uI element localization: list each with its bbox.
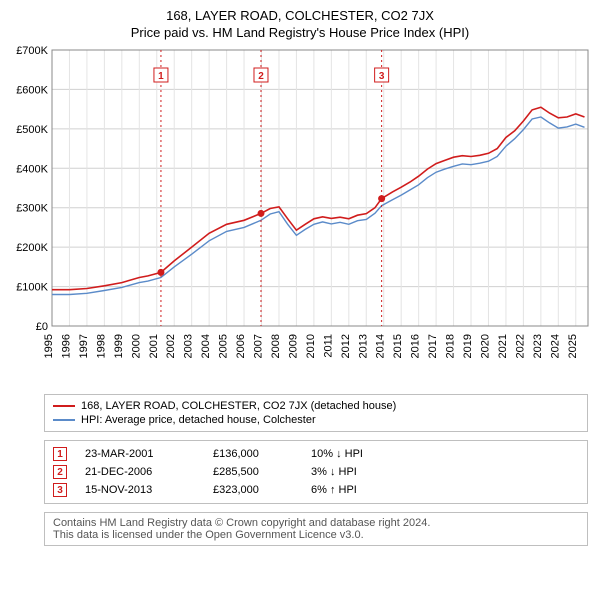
svg-text:2003: 2003 [183,334,195,358]
svg-text:2015: 2015 [392,334,404,358]
svg-text:1998: 1998 [95,334,107,358]
svg-text:£0: £0 [36,321,48,333]
svg-text:2018: 2018 [445,334,457,358]
svg-text:1: 1 [158,71,164,82]
license-line-1: Contains HM Land Registry data © Crown c… [53,517,579,529]
sale-delta: 10% ↓ HPI [311,448,401,460]
svg-text:2001: 2001 [148,334,160,358]
svg-text:2025: 2025 [567,334,579,358]
svg-text:2005: 2005 [218,334,230,358]
sale-delta: 6% ↑ HPI [311,484,401,496]
chart-svg: £0 £100K £200K £300K £400K £500K £600K £700K 199… [8,46,592,386]
svg-text:2023: 2023 [532,334,544,358]
sale-row: 3 15-NOV-2013 £323,000 6% ↑ HPI [53,481,579,499]
legend-label: 168, LAYER ROAD, COLCHESTER, CO2 7JX (de… [81,400,396,412]
svg-text:2021: 2021 [497,334,509,358]
sale-price: £136,000 [213,448,293,460]
sale-marker: 1 [53,447,67,461]
svg-text:£400K: £400K [16,163,48,175]
sale-marker: 2 [53,465,67,479]
svg-text:2014: 2014 [375,334,387,358]
sale-row: 2 21-DEC-2006 £285,500 3% ↓ HPI [53,463,579,481]
sale-date: 21-DEC-2006 [85,466,195,478]
svg-text:2013: 2013 [357,334,369,358]
svg-text:2016: 2016 [410,334,422,358]
legend-swatch [53,419,75,421]
license-line-2: This data is licensed under the Open Gov… [53,529,579,541]
svg-text:2000: 2000 [130,334,142,358]
svg-text:£700K: £700K [16,46,48,57]
sale-price: £323,000 [213,484,293,496]
svg-text:2019: 2019 [462,334,474,358]
svg-text:2008: 2008 [270,334,282,358]
svg-text:1999: 1999 [113,334,125,358]
svg-text:2017: 2017 [427,334,439,358]
svg-text:1996: 1996 [60,334,72,358]
svg-text:2004: 2004 [200,334,212,358]
svg-text:£100K: £100K [16,282,48,294]
svg-text:2: 2 [258,71,264,82]
page-subtitle: Price paid vs. HM Land Registry's House … [8,25,592,40]
legend-item: HPI: Average price, detached house, Colc… [53,413,579,427]
svg-text:1995: 1995 [43,334,55,358]
price-chart: £0 £100K £200K £300K £400K £500K £600K £700K 199… [8,46,592,386]
license-note: Contains HM Land Registry data © Crown c… [44,512,588,546]
svg-text:£200K: £200K [16,242,48,254]
svg-text:2024: 2024 [549,334,561,358]
legend-swatch [53,405,75,407]
svg-text:2020: 2020 [479,334,491,358]
legend-label: HPI: Average price, detached house, Colc… [81,414,316,426]
sale-date: 15-NOV-2013 [85,484,195,496]
svg-text:2009: 2009 [287,334,299,358]
svg-text:£300K: £300K [16,203,48,215]
sale-row: 1 23-MAR-2001 £136,000 10% ↓ HPI [53,445,579,463]
legend: 168, LAYER ROAD, COLCHESTER, CO2 7JX (de… [44,394,588,432]
sale-marker: 3 [53,483,67,497]
page-title: 168, LAYER ROAD, COLCHESTER, CO2 7JX [8,8,592,23]
sale-price: £285,500 [213,466,293,478]
svg-text:2022: 2022 [514,334,526,358]
sale-delta: 3% ↓ HPI [311,466,401,478]
sale-date: 23-MAR-2001 [85,448,195,460]
svg-text:2007: 2007 [253,334,265,358]
svg-text:£500K: £500K [16,124,48,136]
svg-text:2002: 2002 [165,334,177,358]
svg-text:2012: 2012 [340,334,352,358]
legend-item: 168, LAYER ROAD, COLCHESTER, CO2 7JX (de… [53,399,579,413]
sales-table: 1 23-MAR-2001 £136,000 10% ↓ HPI 2 21-DEC-200… [44,440,588,504]
svg-text:2006: 2006 [235,334,247,358]
svg-text:3: 3 [379,71,385,82]
svg-text:£600K: £600K [16,84,48,96]
svg-text:1997: 1997 [78,334,90,358]
svg-text:2011: 2011 [322,334,334,358]
svg-text:2010: 2010 [305,334,317,358]
